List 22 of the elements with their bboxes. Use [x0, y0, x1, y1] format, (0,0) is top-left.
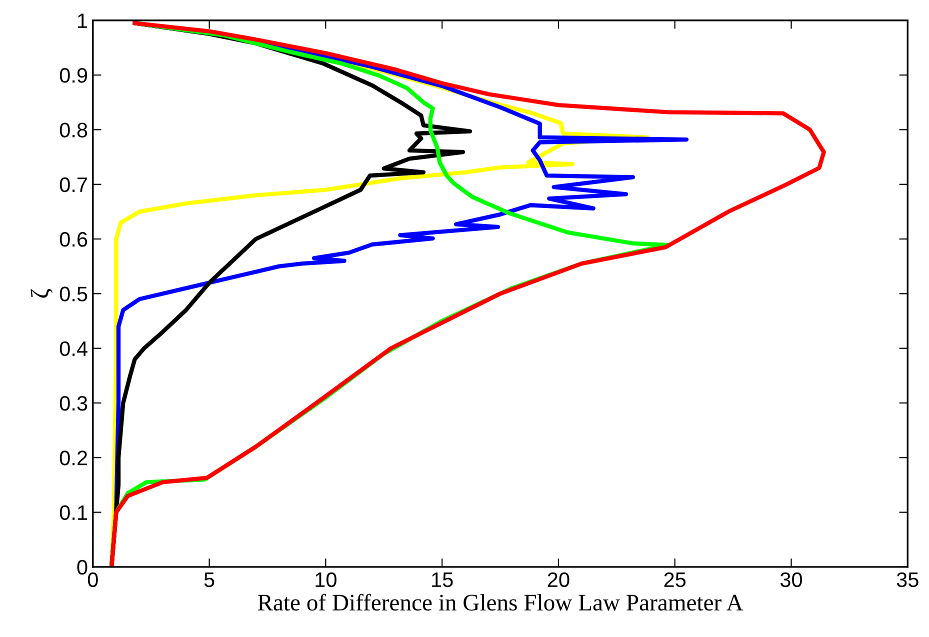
- y-tick-label: 0.8: [60, 122, 88, 138]
- x-tick-label: 10: [316, 572, 336, 588]
- x-tick-label: 30: [780, 572, 802, 588]
- x-tick-label: 20: [548, 572, 570, 588]
- y-tick-label: 0.2: [60, 450, 87, 466]
- y-tick-label: 0.9: [60, 68, 88, 83]
- x-axis-title: Rate of Difference in Glens Flow Law Parameter A: [258, 594, 744, 611]
- y-tick-label: 0.7: [60, 177, 87, 192]
- x-tick-label: 0: [88, 572, 98, 588]
- y-tick-label: 0.1: [60, 505, 88, 520]
- y-tick-label: 1: [78, 14, 88, 28]
- y-tick-label: 0.3: [60, 396, 88, 411]
- x-tick-label: 35: [896, 572, 918, 588]
- y-tick-label: 0: [77, 560, 88, 575]
- line-series: [109, 21, 826, 567]
- y-tick-label: 0.4: [60, 341, 88, 356]
- x-tick-label: 5: [204, 572, 214, 588]
- x-tick-label: 15: [432, 572, 453, 588]
- y-axis-title: ζ: [30, 289, 53, 298]
- y-tick-label: 0.6: [60, 232, 88, 247]
- y-tick-label: 0.5: [60, 286, 88, 302]
- x-tick-label: 25: [664, 572, 686, 588]
